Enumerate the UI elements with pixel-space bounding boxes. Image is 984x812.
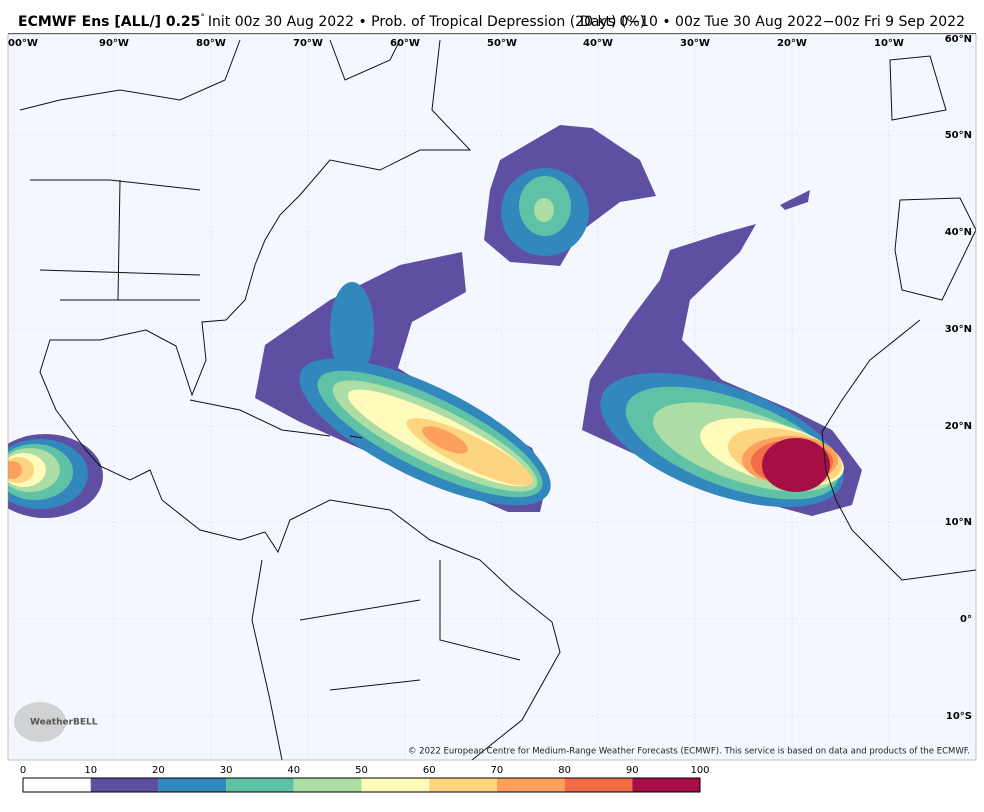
logo: WeatherBELL <box>14 702 98 742</box>
colorbar-swatch <box>293 778 362 792</box>
colorbar-swatch <box>632 778 700 792</box>
title: ECMWF Ens [ALL/] 0.25° Init 00z 30 Aug 20… <box>18 13 645 31</box>
colorbar-tick-label: 60 <box>423 765 436 776</box>
probability-central <box>255 252 551 512</box>
probability-west <box>8 434 103 518</box>
coastlines <box>19 39 976 760</box>
colorbar-frame <box>22 777 701 793</box>
map <box>8 34 976 760</box>
lat-label: 10°S <box>946 711 972 722</box>
lon-label: 60°W <box>390 38 420 49</box>
colorbar-swatch <box>564 778 633 792</box>
logo-text: WeatherBELL <box>30 718 98 728</box>
lon-label: 80°W <box>196 38 226 49</box>
lat-label: 20°N <box>945 421 972 432</box>
probability-east <box>582 190 862 516</box>
lon-label: 50°W <box>487 38 517 49</box>
lon-label: 00°W <box>8 38 38 49</box>
colorbar-swatch <box>90 778 159 792</box>
colorbar-swatch <box>429 778 497 792</box>
title-days: Days 0−10 • 00z Tue 30 Aug 2022−00z Fri … <box>580 14 965 30</box>
lon-label: 90°W <box>99 38 129 49</box>
colorbar-tick-label: 100 <box>690 765 709 776</box>
lon-label: 20°W <box>777 38 807 49</box>
colorbar-swatch <box>226 778 294 792</box>
probability-north <box>484 125 656 266</box>
lon-label: 40°W <box>583 38 613 49</box>
colorbar-tick-label: 0 <box>20 765 26 776</box>
lat-label: 10°N <box>945 517 972 528</box>
lat-label: 40°N <box>945 227 972 238</box>
lat-label: 30°N <box>945 324 972 335</box>
colorbar: 0 10 20 30 40 50 60 70 80 90 100 <box>20 765 710 793</box>
colorbar-tick-label: 30 <box>220 765 233 776</box>
colorbar-tick-label: 90 <box>626 765 639 776</box>
colorbar-swatch <box>361 778 430 792</box>
copyright: © 2022 European Centre for Medium-Range … <box>408 747 970 757</box>
lon-label: 10°W <box>874 38 904 49</box>
title-main: ECMWF Ens [ALL/] 0.25 <box>18 14 200 30</box>
lat-label: 50°N <box>945 130 972 141</box>
lat-label: 0° <box>960 614 972 625</box>
colorbar-tick-label: 50 <box>355 765 368 776</box>
colorbar-swatch <box>23 778 91 792</box>
lat-label: 60°N <box>945 34 972 45</box>
title-degree: ° <box>200 13 205 23</box>
title-init: Init 00z 30 Aug 2022 • Prob. of Tropical… <box>208 14 645 30</box>
ocean <box>8 34 976 760</box>
colorbar-tick-label: 10 <box>84 765 97 776</box>
colorbar-swatch <box>158 778 227 792</box>
colorbar-tick-label: 40 <box>287 765 300 776</box>
colorbar-tick-label: 80 <box>558 765 571 776</box>
map-frame <box>7 33 977 761</box>
colorbar-tick-label: 20 <box>152 765 165 776</box>
lon-label: 30°W <box>680 38 710 49</box>
lat-labels: 60°N 50°N 40°N 30°N 20°N 10°N 0° 10°S <box>945 34 972 722</box>
lon-label: 70°W <box>293 38 323 49</box>
lon-labels: 00°W 90°W 80°W 70°W 60°W 50°W 40°W 30°W … <box>8 38 904 49</box>
colorbar-tick-label: 70 <box>491 765 504 776</box>
colorbar-swatch <box>496 778 565 792</box>
